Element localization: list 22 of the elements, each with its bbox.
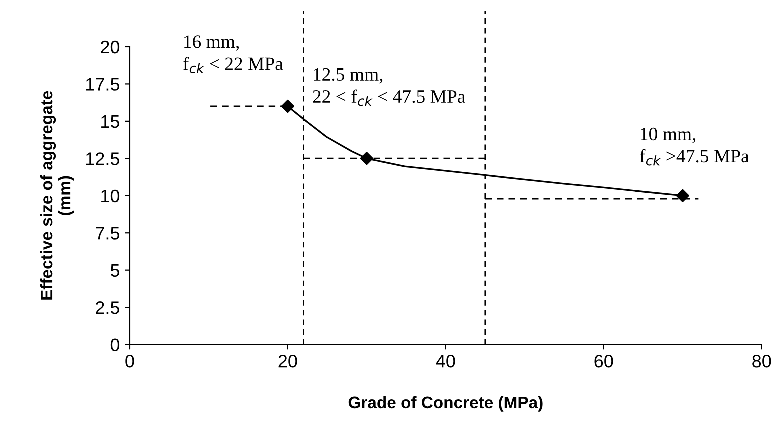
x-tick-label: 20	[278, 355, 298, 368]
point	[360, 152, 374, 166]
y-tick-label: 10	[102, 190, 120, 203]
y-tick-label: 17.5	[86, 78, 120, 91]
y-tick-label: 20	[101, 40, 120, 54]
y-tick-label: 0	[110, 338, 120, 352]
x-tick-label: 40	[436, 355, 456, 368]
y-axis-title: Effective size of aggregate (mm)	[40, 91, 74, 300]
point	[676, 189, 690, 202]
annotation: 12.5 mm, 22 < f$_{ck}$ < 47.5 MPa	[313, 68, 466, 106]
annotation: 10 mm, f$_{ck}$ >47.5 MPa	[640, 128, 750, 166]
point	[281, 100, 295, 114]
x-tick-label: 80	[752, 355, 772, 368]
x-tick-label: 0	[126, 355, 134, 368]
x-tick-label: 60	[594, 355, 614, 368]
annotation: 16 mm, f$_{ck}$ < 22 MPa	[183, 36, 284, 74]
y-tick-label: 2.5	[96, 302, 120, 314]
y-tick-label: 7.5	[96, 227, 120, 240]
y-tick-label: 15	[102, 116, 120, 128]
y-tick-label: 12.5	[86, 152, 120, 166]
x-axis-title: Grade of Concrete (MPa)	[348, 396, 543, 412]
y-tick-label: 5	[110, 264, 120, 278]
